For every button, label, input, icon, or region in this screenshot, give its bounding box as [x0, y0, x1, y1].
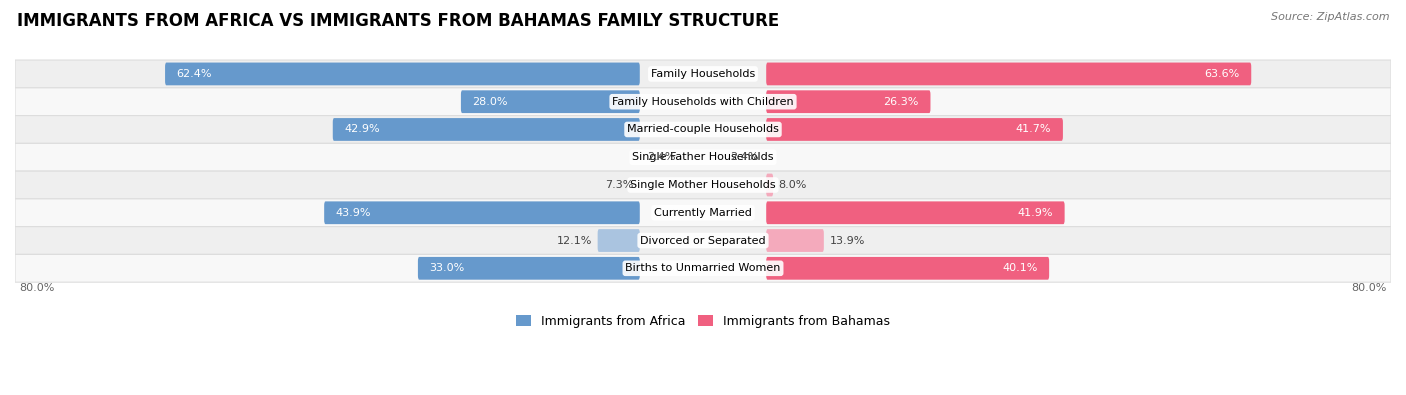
Text: Currently Married: Currently Married	[654, 208, 752, 218]
Text: Married-couple Households: Married-couple Households	[627, 124, 779, 134]
FancyBboxPatch shape	[165, 62, 640, 85]
Text: Births to Unmarried Women: Births to Unmarried Women	[626, 263, 780, 273]
FancyBboxPatch shape	[598, 229, 640, 252]
Text: Family Households: Family Households	[651, 69, 755, 79]
FancyBboxPatch shape	[766, 229, 824, 252]
FancyBboxPatch shape	[766, 257, 1049, 280]
FancyBboxPatch shape	[15, 199, 1391, 227]
Text: Single Mother Households: Single Mother Households	[630, 180, 776, 190]
Text: 41.7%: 41.7%	[1015, 124, 1052, 134]
FancyBboxPatch shape	[766, 118, 1063, 141]
Text: Single Father Households: Single Father Households	[633, 152, 773, 162]
Text: 42.9%: 42.9%	[344, 124, 380, 134]
FancyBboxPatch shape	[15, 227, 1391, 254]
Text: 8.0%: 8.0%	[779, 180, 807, 190]
Text: 43.9%: 43.9%	[336, 208, 371, 218]
Text: 2.4%: 2.4%	[731, 152, 759, 162]
FancyBboxPatch shape	[766, 62, 1251, 85]
FancyBboxPatch shape	[15, 60, 1391, 88]
FancyBboxPatch shape	[766, 90, 931, 113]
FancyBboxPatch shape	[461, 90, 640, 113]
FancyBboxPatch shape	[15, 88, 1391, 116]
Text: 2.4%: 2.4%	[647, 152, 675, 162]
Text: IMMIGRANTS FROM AFRICA VS IMMIGRANTS FROM BAHAMAS FAMILY STRUCTURE: IMMIGRANTS FROM AFRICA VS IMMIGRANTS FRO…	[17, 12, 779, 30]
Text: 40.1%: 40.1%	[1002, 263, 1038, 273]
Text: 26.3%: 26.3%	[883, 97, 920, 107]
Text: 7.3%: 7.3%	[605, 180, 633, 190]
Text: 13.9%: 13.9%	[830, 235, 865, 246]
FancyBboxPatch shape	[15, 254, 1391, 282]
FancyBboxPatch shape	[333, 118, 640, 141]
Text: Divorced or Separated: Divorced or Separated	[640, 235, 766, 246]
Text: Source: ZipAtlas.com: Source: ZipAtlas.com	[1271, 12, 1389, 22]
Legend: Immigrants from Africa, Immigrants from Bahamas: Immigrants from Africa, Immigrants from …	[510, 310, 896, 333]
FancyBboxPatch shape	[766, 201, 1064, 224]
Text: 62.4%: 62.4%	[177, 69, 212, 79]
Text: 33.0%: 33.0%	[429, 263, 465, 273]
FancyBboxPatch shape	[15, 116, 1391, 143]
Text: 80.0%: 80.0%	[20, 283, 55, 293]
Text: 12.1%: 12.1%	[557, 235, 592, 246]
Text: Family Households with Children: Family Households with Children	[612, 97, 794, 107]
FancyBboxPatch shape	[418, 257, 640, 280]
FancyBboxPatch shape	[15, 171, 1391, 199]
FancyBboxPatch shape	[15, 143, 1391, 171]
Text: 63.6%: 63.6%	[1205, 69, 1240, 79]
Text: 28.0%: 28.0%	[472, 97, 508, 107]
Text: 80.0%: 80.0%	[1351, 283, 1386, 293]
FancyBboxPatch shape	[766, 174, 773, 196]
Text: 41.9%: 41.9%	[1018, 208, 1053, 218]
FancyBboxPatch shape	[325, 201, 640, 224]
